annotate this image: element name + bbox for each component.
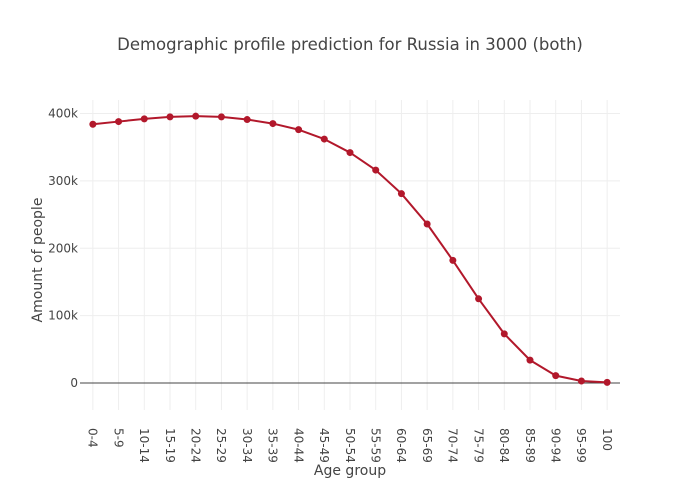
x-tick-label: 100 <box>600 428 614 451</box>
data-point[interactable] <box>500 330 508 338</box>
data-point[interactable] <box>166 113 174 121</box>
x-tick-label: 60-64 <box>394 428 408 463</box>
data-point[interactable] <box>140 115 148 123</box>
data-point[interactable] <box>243 116 251 124</box>
series-layer <box>89 112 611 386</box>
x-tick-label: 40-44 <box>291 428 305 463</box>
data-point[interactable] <box>577 377 585 385</box>
data-point[interactable] <box>115 118 123 126</box>
y-tick-label: 300k <box>48 174 78 188</box>
data-point[interactable] <box>423 220 431 228</box>
x-tick-label: 45-49 <box>317 428 331 463</box>
x-tick-label: 30-34 <box>240 428 254 463</box>
y-tick-label: 200k <box>48 241 78 255</box>
data-point[interactable] <box>89 120 97 128</box>
data-point[interactable] <box>372 166 380 174</box>
y-tick-label: 100k <box>48 309 78 323</box>
data-point[interactable] <box>397 190 405 198</box>
chart-title: Demographic profile prediction for Russi… <box>117 35 583 54</box>
y-axis-title: Amount of people <box>30 198 46 323</box>
x-tick-label: 85-89 <box>523 428 537 463</box>
data-point[interactable] <box>192 112 200 120</box>
x-tick-label: 95-99 <box>574 428 588 463</box>
x-tick-label: 35-39 <box>266 428 280 463</box>
data-point[interactable] <box>295 126 303 134</box>
axis-layer: 0 100k 200k 300k 400k 0-4 5-9 10-14 15-19 20-24 25… <box>48 106 620 463</box>
grid-layer <box>80 100 620 410</box>
data-point[interactable] <box>449 256 457 264</box>
y-tick-label: 0 <box>70 376 78 390</box>
x-tick-label: 70-74 <box>446 428 460 463</box>
x-tick-label: 50-54 <box>343 428 357 463</box>
y-tick-label: 400k <box>48 106 78 120</box>
data-point[interactable] <box>552 372 560 380</box>
data-point[interactable] <box>320 135 328 143</box>
x-tick-label: 10-14 <box>137 428 151 463</box>
x-tick-label: 15-19 <box>163 428 177 463</box>
x-tick-label: 5-9 <box>111 428 125 448</box>
x-tick-label: 55-59 <box>369 428 383 463</box>
data-point[interactable] <box>217 113 225 121</box>
data-point[interactable] <box>269 120 277 128</box>
data-point[interactable] <box>346 149 354 157</box>
x-tick-label: 0-4 <box>86 428 100 448</box>
data-point[interactable] <box>603 378 611 386</box>
x-tick-label: 80-84 <box>497 428 511 463</box>
x-tick-label: 20-24 <box>189 428 203 463</box>
x-tick-label: 65-69 <box>420 428 434 463</box>
x-tick-label: 75-79 <box>471 428 485 463</box>
x-tick-label: 90-94 <box>549 428 563 463</box>
data-point[interactable] <box>526 356 534 364</box>
x-axis-title: Age group <box>314 463 386 479</box>
x-tick-label: 25-29 <box>214 428 228 463</box>
data-point[interactable] <box>475 295 483 303</box>
